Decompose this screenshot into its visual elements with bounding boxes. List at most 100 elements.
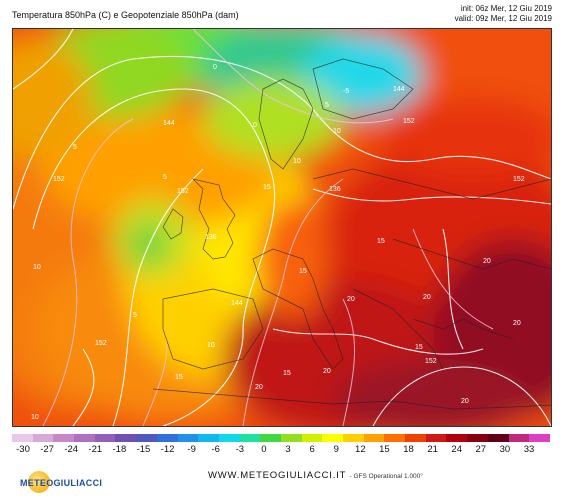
colorbar-swatch <box>94 434 116 442</box>
colorbar-labels: -30 -27 -24 -21 -18 -15 -12 -9 -6 -3 0 3 6 9 12 15 18 21 2… <box>12 444 550 456</box>
colorbar-swatch <box>322 434 343 442</box>
temp-label: 5 <box>163 174 167 181</box>
colorbar-swatch <box>301 434 323 442</box>
init-time: init: 06z Mer, 12 Giu 2019 <box>460 4 552 13</box>
temperature-field: -5 0 0 5 5 5 5 10 10 10 10 10 15 15 15 1… <box>13 29 551 426</box>
footer-site: WWW.METEOGIULIACCI.IT <box>208 470 347 481</box>
colorbar-label: -30 <box>16 444 30 455</box>
colorbar-label: 27 <box>475 444 487 455</box>
temp-label: 0 <box>253 122 257 129</box>
colorbar-swatch <box>343 434 364 442</box>
coastlines <box>152 58 551 410</box>
colorbar-label: -3 <box>235 444 245 455</box>
colorbar-swatch <box>115 434 137 442</box>
geo-label: 152 <box>95 340 107 347</box>
temp-label: 20 <box>483 258 491 265</box>
temp-label: 15 <box>299 268 307 275</box>
temp-label: 0 <box>213 64 217 71</box>
temp-label: 20 <box>423 294 431 301</box>
sun-icon <box>28 471 50 493</box>
colorbar-label: -15 <box>136 444 151 455</box>
colorbar-swatch <box>363 434 385 442</box>
colorbar-label: -24 <box>64 444 79 455</box>
geo-label: 136 <box>329 186 341 193</box>
colorbar-swatch <box>508 434 530 442</box>
temp-label: 15 <box>283 370 291 377</box>
colorbar-label: 0 <box>261 444 267 455</box>
geo-label: 144 <box>163 120 175 127</box>
temp-label: 20 <box>513 320 521 327</box>
temp-label: 5 <box>73 144 77 151</box>
colorbar-swatch <box>239 434 261 442</box>
geo-label: 144 <box>231 300 243 307</box>
valid-time: valid: 09z Mer, 12 Giu 2019 <box>454 14 552 23</box>
temp-label: 5 <box>325 102 329 109</box>
geo-label: 152 <box>513 176 525 183</box>
colorbar-swatch <box>136 434 157 442</box>
colorbar-swatch <box>74 434 95 442</box>
temp-label: 15 <box>415 344 423 351</box>
colorbar-label: 12 <box>355 444 366 455</box>
colorbar-label: 9 <box>333 444 339 455</box>
temp-label: 20 <box>347 296 355 303</box>
logo-text: METEOGIULIACCI <box>20 478 103 488</box>
colorbar-swatch <box>425 434 447 442</box>
colorbar-label: -6 <box>211 444 220 455</box>
colorbar-swatch <box>280 434 302 442</box>
colorbar-swatch <box>32 434 54 442</box>
temperature-colorbar <box>12 434 550 442</box>
temp-label: 10 <box>293 158 301 165</box>
colorbar-label: -21 <box>88 444 103 455</box>
geo-label: 152 <box>425 358 437 365</box>
colorbar-label: -27 <box>40 444 54 455</box>
temp-label: 10 <box>333 128 341 135</box>
colorbar-swatch <box>177 434 199 442</box>
colorbar-swatch <box>529 434 550 442</box>
colorbar-swatch <box>384 434 406 442</box>
colorbar-label: -12 <box>160 444 175 455</box>
geopotential-contours <box>13 29 551 426</box>
colorbar-swatch <box>405 434 426 442</box>
temp-label: 10 <box>33 264 41 271</box>
colorbar-swatch <box>156 434 178 442</box>
footer-credit: WWW.METEOGIULIACCI.IT - GFS Operational … <box>208 470 423 481</box>
colorbar-label: 33 <box>523 444 535 455</box>
colorbar-label: 6 <box>309 444 315 455</box>
geo-label: 136 <box>205 234 217 241</box>
geo-label: 144 <box>393 86 405 93</box>
weather-map: -5 0 0 5 5 5 5 10 10 10 10 10 15 15 15 1… <box>12 28 552 427</box>
colorbar-swatch <box>12 434 33 442</box>
colorbar-swatch <box>487 434 509 442</box>
colorbar-swatch <box>446 434 468 442</box>
temp-label: 20 <box>255 384 263 391</box>
contour-labels: -5 0 0 5 5 5 5 10 10 10 10 10 15 15 15 1… <box>31 64 525 421</box>
colorbar-label: -18 <box>112 444 127 455</box>
geo-label: 152 <box>403 118 415 125</box>
colorbar-swatch <box>198 434 219 442</box>
geo-label: 152 <box>177 188 189 195</box>
temp-label: 15 <box>263 184 271 191</box>
map-title: Temperatura 850hPa (C) e Geopotenziale 8… <box>12 10 239 20</box>
temp-label: 5 <box>133 312 137 319</box>
temp-label: 15 <box>377 238 385 245</box>
colorbar-swatch <box>218 434 240 442</box>
temp-label: 10 <box>207 342 215 349</box>
colorbar-swatch <box>260 434 281 442</box>
colorbar-label: 3 <box>285 444 291 455</box>
colorbar-swatch <box>467 434 488 442</box>
meteogiuliacci-logo: METEOGIULIACCI <box>16 471 102 495</box>
temp-label: -5 <box>343 88 349 95</box>
geo-label: 152 <box>53 176 65 183</box>
temp-label: 20 <box>323 368 331 375</box>
temp-label: 10 <box>31 414 39 421</box>
run-info: init: 06z Mer, 12 Giu 2019 valid: 09z Me… <box>455 4 552 24</box>
colorbar-label: 24 <box>451 444 462 455</box>
colorbar-label: 30 <box>499 444 511 455</box>
colorbar-label: 15 <box>379 444 390 455</box>
colorbar-swatch <box>53 434 75 442</box>
temp-label: 15 <box>175 374 183 381</box>
colorbar-label: 21 <box>427 444 438 455</box>
temp-label: 20 <box>461 398 469 405</box>
footer-model: - GFS Operational 1.000° <box>349 473 423 480</box>
colorbar-label: 18 <box>403 444 414 455</box>
